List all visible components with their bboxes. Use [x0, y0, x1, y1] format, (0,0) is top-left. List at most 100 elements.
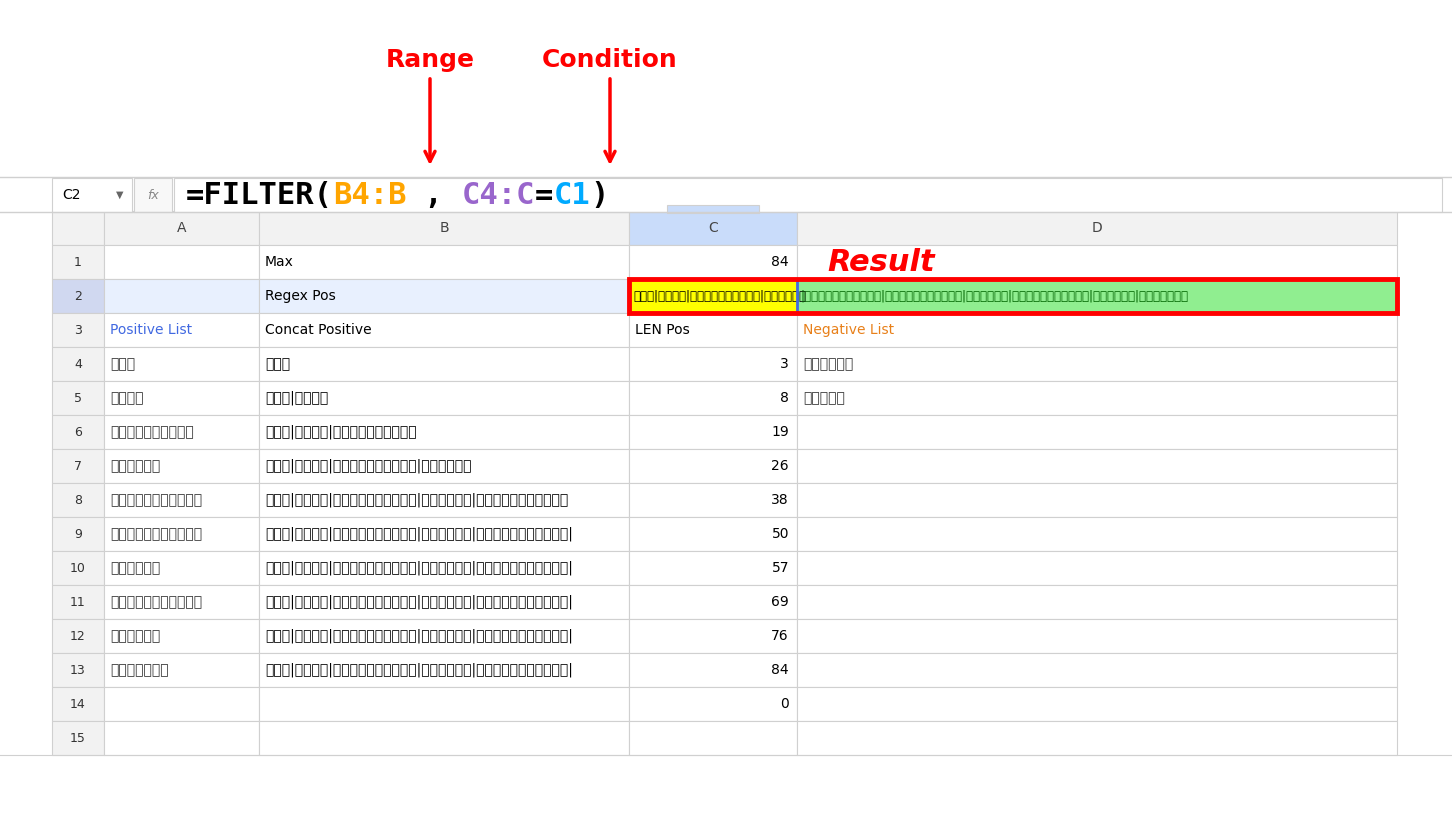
Text: 12: 12	[70, 629, 86, 643]
Bar	[258, 449, 629, 483]
Bar	[52, 347, 105, 381]
Text: =: =	[536, 180, 553, 210]
Text: ชอบ|สนุก|เป็นกันเอง|สบายดี|ไม่น่าเบื่อ|: ชอบ|สนุก|เป็นกันเอง|สบายดี|ไม่น่าเบื่อ|	[266, 561, 574, 575]
Text: 76: 76	[771, 629, 788, 643]
Text: ชอบ|สนุก|เป็นกันเอง|สบายดี|ไม่น่าเบื่อ|: ชอบ|สนุก|เป็นกันเอง|สบายดี|ไม่น่าเบื่อ|	[266, 663, 574, 677]
Bar	[258, 279, 629, 313]
Bar	[797, 585, 1397, 619]
Text: 3: 3	[780, 357, 788, 371]
Text: เครียด: เครียด	[803, 357, 854, 371]
Bar	[629, 313, 797, 347]
Text: 11: 11	[70, 596, 86, 608]
Bar	[105, 585, 258, 619]
Bar	[52, 687, 105, 721]
Text: ชอบ|สนุก|เป็นกันเอง|สบายดี: ชอบ|สนุก|เป็นกันเอง|สบายดี	[266, 458, 472, 473]
Bar	[797, 483, 1397, 517]
Bar	[52, 449, 105, 483]
Bar	[797, 415, 1397, 449]
Bar	[258, 415, 629, 449]
Bar	[52, 211, 105, 245]
Text: ไม่น่าเบื่อ: ไม่น่าเบื่อ	[110, 493, 202, 507]
Text: 10: 10	[70, 561, 86, 575]
Bar	[666, 205, 759, 213]
Text: 84: 84	[771, 663, 788, 677]
Text: D: D	[1092, 221, 1102, 235]
Bar	[258, 381, 629, 415]
Bar	[52, 551, 105, 585]
Text: 6: 6	[74, 426, 81, 438]
Bar	[105, 619, 258, 653]
Text: 84: 84	[771, 255, 788, 269]
Bar	[52, 381, 105, 415]
Text: B: B	[439, 221, 449, 235]
Bar	[52, 653, 105, 687]
Text: 7: 7	[74, 459, 81, 473]
Bar	[105, 483, 258, 517]
Text: 50: 50	[771, 527, 788, 541]
Bar	[105, 245, 258, 279]
Text: C4:C: C4:C	[462, 180, 536, 210]
Bar	[52, 279, 105, 313]
Text: สบายดี: สบายดี	[110, 459, 160, 473]
Bar	[52, 245, 105, 279]
Text: 3: 3	[74, 323, 81, 337]
Bar	[629, 347, 797, 381]
Text: 14: 14	[70, 697, 86, 711]
Text: B4:B: B4:B	[333, 180, 407, 210]
Bar	[629, 245, 797, 279]
Text: ▼: ▼	[116, 190, 123, 200]
Text: 2: 2	[74, 289, 81, 303]
Bar	[105, 415, 258, 449]
Text: เป็นกันเอง: เป็นกันเอง	[110, 425, 193, 439]
Bar	[797, 381, 1397, 415]
Bar	[258, 721, 629, 755]
Text: ได้เรียนรู้: ได้เรียนรู้	[110, 595, 202, 609]
Bar	[629, 449, 797, 483]
Bar	[629, 653, 797, 687]
Bar	[797, 687, 1397, 721]
Text: ชอบ|สนุก|เป็นกันเอง|สบายดี|ไม่น่าเบื่อ|: ชอบ|สนุก|เป็นกันเอง|สบายดี|ไม่น่าเบื่อ|	[266, 527, 574, 541]
Bar	[258, 483, 629, 517]
Bar	[52, 178, 132, 212]
Bar	[258, 347, 629, 381]
Bar	[258, 687, 629, 721]
Bar	[105, 279, 258, 313]
Text: 5: 5	[74, 391, 81, 405]
Bar	[629, 483, 797, 517]
Bar	[52, 415, 105, 449]
Bar	[258, 517, 629, 551]
Text: Max: Max	[266, 255, 293, 269]
Bar	[258, 619, 629, 653]
Text: 69: 69	[771, 595, 788, 609]
Text: LEN Pos: LEN Pos	[635, 323, 690, 337]
Text: ชอบ|สนุก|เป็นกันเอง: ชอบ|สนุก|เป็นกันเอง	[266, 425, 417, 439]
Bar	[52, 483, 105, 517]
Bar	[52, 517, 105, 551]
Text: C2: C2	[62, 188, 80, 202]
Bar	[105, 211, 258, 245]
Text: มั่นคง: มั่นคง	[110, 629, 160, 643]
Bar	[629, 211, 797, 245]
Text: ,: ,	[407, 180, 462, 210]
Bar	[258, 653, 629, 687]
Bar	[52, 619, 105, 653]
Bar	[797, 279, 1397, 313]
Text: ชอบ: ชอบ	[266, 357, 290, 371]
Text: 26: 26	[771, 459, 788, 473]
Bar	[174, 178, 1442, 212]
Text: A: A	[177, 221, 186, 235]
Text: สวัสดิการดี: สวัสดิการดี	[110, 527, 202, 541]
Bar	[629, 585, 797, 619]
Bar	[105, 551, 258, 585]
Text: 9: 9	[74, 527, 81, 541]
Bar	[797, 551, 1397, 585]
Text: Condition: Condition	[542, 48, 678, 72]
Bar	[797, 313, 1397, 347]
Bar	[258, 313, 629, 347]
Bar	[797, 517, 1397, 551]
Text: ชอบ|สนุก: ชอบ|สนุก	[266, 391, 328, 406]
Text: ชอบ|สนุก|เป็นกันเอง|สบายดี: ชอบ|สนุก|เป็นกันเอง|สบายดี	[633, 289, 806, 303]
Bar	[629, 687, 797, 721]
Bar	[105, 381, 258, 415]
Text: ปลอดภัย: ปลอดภัย	[110, 663, 168, 677]
